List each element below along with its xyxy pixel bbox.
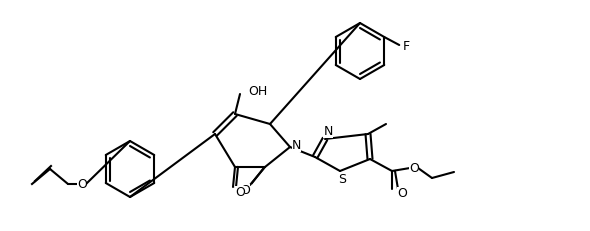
- Text: O: O: [235, 186, 245, 199]
- Text: O: O: [409, 162, 419, 175]
- Text: S: S: [338, 173, 346, 186]
- Text: N: N: [292, 139, 301, 152]
- Text: F: F: [403, 40, 410, 53]
- Text: O: O: [77, 178, 87, 191]
- Text: OH: OH: [248, 85, 267, 98]
- Text: N: N: [323, 125, 333, 138]
- Text: O: O: [397, 187, 407, 200]
- Text: O: O: [240, 184, 250, 197]
